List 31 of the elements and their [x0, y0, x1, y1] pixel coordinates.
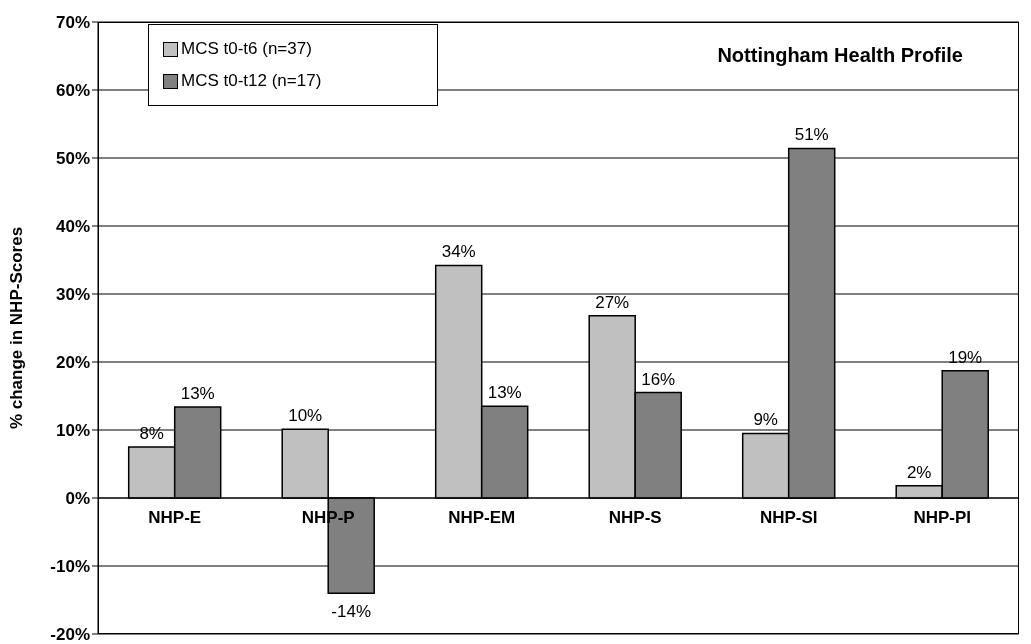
- y-tick-label: 50%: [55, 149, 90, 169]
- x-tick-label: NHP-EM: [447, 508, 517, 528]
- legend-label: MCS t0-t6 (n=37): [181, 38, 312, 60]
- legend-label: MCS t0-t12 (n=17): [181, 70, 322, 92]
- y-axis-title: % change in NHP-Scores: [7, 226, 27, 430]
- x-tick-label: NHP-PI: [912, 508, 973, 528]
- data-label: 13%: [487, 383, 522, 403]
- data-label: 13%: [180, 383, 215, 403]
- y-tick-label: -20%: [50, 625, 90, 644]
- y-tick-label: 30%: [55, 285, 90, 305]
- data-label: 16%: [641, 369, 676, 389]
- data-label: -14%: [331, 602, 372, 622]
- data-label: 9%: [753, 410, 778, 430]
- data-label: 2%: [906, 462, 932, 482]
- data-label: 10%: [288, 406, 323, 426]
- data-label: 19%: [948, 347, 983, 367]
- y-tick-label: 20%: [55, 353, 90, 373]
- data-label: 27%: [595, 292, 630, 312]
- y-tick-label: 0%: [65, 489, 90, 509]
- text: Nottingham Health Profile: [717, 44, 963, 67]
- y-tick-label: 40%: [55, 217, 90, 237]
- x-tick-label: NHP-E: [147, 508, 203, 528]
- data-label: 8%: [139, 424, 164, 443]
- x-tick-label: NHP-SI: [758, 508, 819, 528]
- y-tick-label: 60%: [55, 81, 90, 101]
- data-label: 51%: [794, 125, 829, 145]
- y-tick-label: 10%: [55, 421, 90, 441]
- x-tick-label: NHP-S: [607, 508, 663, 528]
- y-tick-label: 70%: [55, 13, 90, 33]
- y-tick-label: -10%: [50, 557, 90, 577]
- data-label: 34%: [441, 242, 476, 262]
